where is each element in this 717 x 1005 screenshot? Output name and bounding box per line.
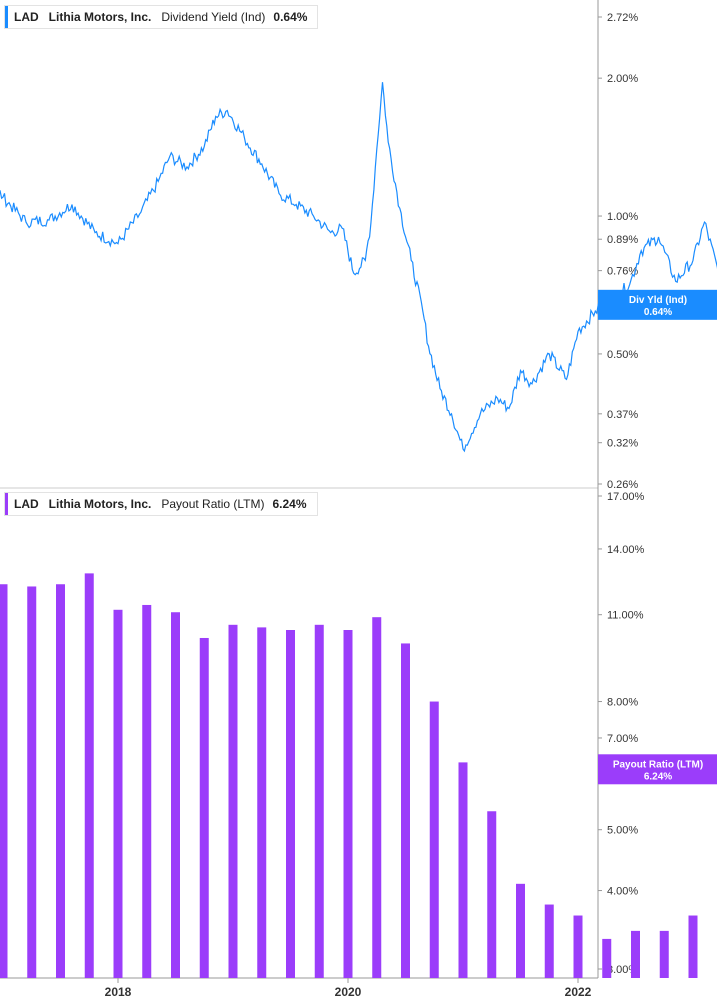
payout-bar: [487, 811, 497, 978]
legend-metric: Payout Ratio (LTM): [161, 497, 265, 511]
badge-background: [598, 289, 717, 320]
y-tick-label: 4.00%: [607, 886, 638, 898]
y-tick-label: 7.00%: [607, 733, 638, 745]
payout-bar: [228, 624, 238, 978]
payout-bar: [171, 612, 180, 978]
y-tick-label: 2.00%: [607, 73, 638, 85]
payout-bar: [286, 629, 295, 978]
y-tick-label: 14.00%: [607, 544, 645, 556]
payout-bar: [142, 604, 152, 978]
y-tick-label: 0.37%: [607, 409, 638, 421]
badge-background: [598, 754, 717, 785]
payout-bar: [429, 701, 439, 978]
x-tick-label: 2022: [565, 985, 592, 999]
y-tick-label: 0.26%: [607, 479, 638, 491]
y-tick-label: 11.00%: [607, 610, 644, 622]
badge-value: 0.64%: [644, 307, 672, 318]
dividend-yield-badge: Div Yld (Ind)0.64%: [598, 289, 717, 320]
legend-value: 6.24%: [272, 497, 307, 511]
y-tick-label: 2.72%: [607, 12, 638, 24]
payout-bar: [544, 904, 554, 978]
payout-ratio-badge: Payout Ratio (LTM)6.24%: [598, 754, 717, 785]
y-tick-label: 3.00%: [607, 964, 638, 976]
payout-bar: [458, 762, 468, 978]
payout-bar: [199, 637, 209, 978]
y-tick-label: 0.50%: [607, 349, 638, 361]
y-tick-label: 17.00%: [607, 491, 645, 503]
payout-bar: [372, 617, 382, 978]
payout-bar: [401, 643, 410, 978]
payout-bar: [0, 584, 8, 978]
payout-ratio-swatch: [5, 493, 8, 515]
payout-bar: [84, 573, 94, 978]
payout-bar: [659, 930, 669, 978]
payout-bar: [314, 624, 324, 978]
dividend-yield-swatch: [5, 6, 8, 28]
payout-bar: [56, 584, 65, 978]
legend-company: Lithia Motors, Inc.: [48, 497, 152, 511]
legend-ticker: LAD: [14, 10, 39, 24]
payout-ratio-legend: LAD Lithia Motors, Inc. Payout Ratio (LT…: [4, 492, 318, 516]
y-tick-label: 0.32%: [607, 438, 638, 450]
payout-bar: [631, 930, 640, 978]
payout-bar: [602, 938, 612, 978]
dividend-yield-legend: LAD Lithia Motors, Inc. Dividend Yield (…: [4, 5, 319, 29]
payout-bar: [573, 915, 583, 978]
payout-bar: [27, 586, 37, 978]
payout-bar: [688, 915, 698, 978]
y-tick-label: 0.76%: [607, 266, 638, 278]
payout-bar: [343, 629, 353, 978]
y-tick-label: 8.00%: [607, 697, 638, 709]
x-tick-label: 2018: [105, 985, 132, 999]
payout-bar: [113, 609, 123, 978]
legend-company: Lithia Motors, Inc.: [48, 10, 152, 24]
badge-value: 6.24%: [644, 771, 672, 782]
legend-value: 0.64%: [273, 10, 308, 24]
legend-ticker: LAD: [14, 497, 39, 511]
y-tick-label: 5.00%: [607, 825, 638, 837]
badge-label: Payout Ratio (LTM): [613, 759, 703, 770]
x-tick-label: 2020: [335, 985, 362, 999]
payout-bar: [257, 627, 267, 978]
y-tick-label: 1.00%: [607, 211, 638, 223]
legend-metric: Dividend Yield (Ind): [161, 10, 266, 24]
badge-label: Div Yld (Ind): [629, 295, 687, 306]
y-tick-label: 0.89%: [607, 234, 638, 246]
payout-bar: [516, 883, 525, 978]
dividend-yield-line: [0, 82, 717, 453]
